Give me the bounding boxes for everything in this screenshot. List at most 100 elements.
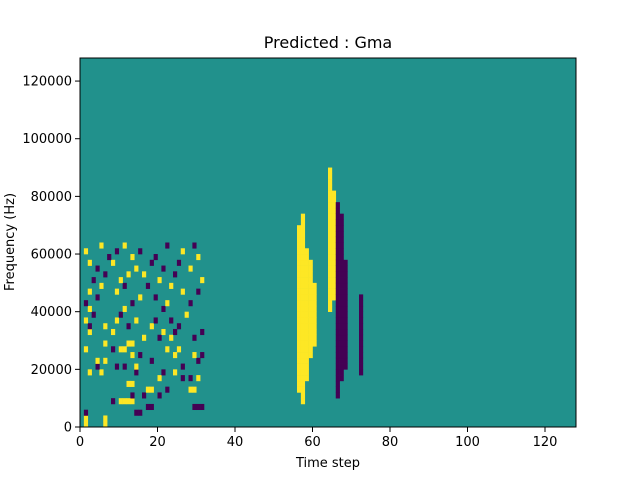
heatmap-block-cell [312,300,317,307]
heatmap-block-cell [297,305,302,312]
heatmap-block-cell [300,265,306,272]
heatmap-block-cell [359,340,364,347]
heatmap-cell [173,271,178,278]
heatmap-cell [142,334,147,341]
heatmap-cell [118,311,123,318]
heatmap-cell [180,248,185,255]
heatmap-block-cell [339,236,344,243]
heatmap-cell [111,346,116,353]
heatmap-cell [157,277,162,284]
heatmap-cell [161,328,166,336]
heatmap-block-cell [335,328,340,336]
heatmap-cell [118,346,123,353]
heatmap-cell [134,265,139,272]
heatmap-block-cell [304,357,309,364]
heatmap-block-cell [331,259,337,266]
heatmap-cell [126,398,131,405]
y-tick-label: 60000 [31,248,72,263]
heatmap-block-cell [304,363,309,370]
heatmap-block-cell [343,282,348,289]
heatmap-block-cell [328,236,333,243]
heatmap-block-cell [308,259,313,266]
heatmap-cell [114,288,120,295]
heatmap-block-cell [343,363,348,370]
heatmap-block-cell [331,265,337,272]
heatmap-block-cell [312,294,317,301]
heatmap-cell [165,242,170,249]
heatmap-block-cell [339,346,344,353]
heatmap-cell [192,403,197,411]
heatmap-block-cell [328,288,333,295]
heatmap-block-cell [308,311,313,318]
heatmap-block-cell [335,317,340,324]
heatmap-block-cell [300,277,306,284]
heatmap-cell [173,369,178,376]
heatmap-block-cell [300,213,306,220]
heatmap-cell [122,363,127,370]
heatmap-block-cell [328,242,333,249]
heatmap-block-cell [304,317,309,324]
heatmap-block-cell [312,288,317,295]
heatmap-block-cell [339,328,344,336]
heatmap-block-cell [335,392,340,399]
heatmap-cell [157,334,162,341]
heatmap-block-cell [300,259,306,266]
heatmap-block-cell [328,230,333,238]
heatmap-cell [134,409,139,416]
heatmap-block-cell [331,225,337,232]
heatmap-block-cell [343,328,348,336]
heatmap-block-cell [343,305,348,312]
heatmap-block-cell [359,352,364,359]
x-tick-label: 0 [76,435,84,450]
heatmap-block-cell [304,346,309,353]
heatmap-cell [188,375,193,382]
heatmap-block-cell [339,259,344,266]
heatmap-block-cell [300,328,306,336]
heatmap-block-cell [300,380,306,387]
heatmap-cell [149,357,154,364]
heatmap-block-cell [300,386,306,393]
heatmap-cell [111,398,116,405]
heatmap-block-cell [312,311,317,318]
x-axis: 0 20 40 60 80 100 120 [76,427,557,450]
heatmap-block-cell [359,294,364,301]
heatmap-block-cell [331,248,337,255]
heatmap-cell [145,282,151,289]
heatmap-cell [196,403,201,411]
heatmap-cell [103,271,108,278]
heatmap-block-cell [335,305,340,312]
heatmap-cell [87,369,92,376]
heatmap-cell [95,363,100,370]
heatmap-cell [157,392,162,399]
heatmap-block-cell [297,369,302,376]
heatmap-block-cell [331,288,337,295]
heatmap-block-cell [343,288,348,295]
heatmap-block-cell [308,352,313,359]
heatmap-block-cell [297,375,302,382]
heatmap-block-cell [335,230,340,238]
heatmap-block-cell [300,334,306,341]
heatmap-block-cell [339,294,344,301]
heatmap-block-cell [339,323,344,330]
heatmap-block-cell [335,271,340,278]
heatmap-block-cell [339,317,344,324]
heatmap-block-cell [331,202,337,209]
heatmap-cell [103,357,108,364]
heatmap-cell [153,254,158,261]
heatmap-block-cell [297,311,302,318]
heatmap-cell [145,386,151,393]
heatmap-block-cell [297,254,302,261]
heatmap-cell [118,277,123,284]
heatmap-block-cell [304,294,309,301]
heatmap-cell [149,323,154,330]
heatmap-cell [176,259,182,266]
heatmap-block-cell [300,248,306,255]
heatmap-block-cell [297,346,302,353]
heatmap-block-cell [297,294,302,301]
heatmap-block-cell [359,328,364,336]
heatmap-cell [114,248,120,255]
heatmap-cell [95,265,100,272]
heatmap-block-cell [343,346,348,353]
heatmap-block-cell [335,386,340,393]
y-tick-label: 20000 [31,363,72,378]
